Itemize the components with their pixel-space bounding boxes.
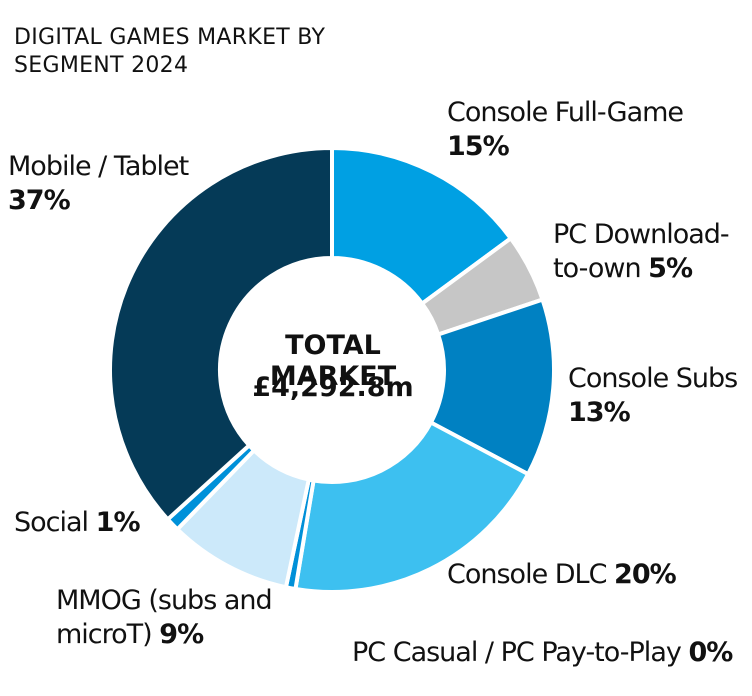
- label-console-full-game-name: Console Full-Game: [447, 97, 684, 128]
- slice-console-full-game: [330, 145, 514, 307]
- label-pc-casual-name: PC Casual / PC Pay-to-Play: [352, 637, 682, 668]
- slice-mobile-tablet: [108, 145, 334, 523]
- label-pc-casual: PC Casual / PC Pay-to-Play 0%: [352, 636, 733, 670]
- label-mmog-name-1: MMOG (subs and: [56, 585, 273, 616]
- center-total-label: TOTAL MARKET: [269, 330, 397, 392]
- label-console-subs-name: Console Subs: [568, 363, 738, 394]
- label-social-name: Social: [14, 507, 89, 538]
- label-mmog-value: 9%: [159, 619, 204, 650]
- chart-title-line-1: DIGITAL GAMES MARKET BY: [14, 25, 326, 50]
- label-mmog-name-2: microT): [56, 619, 153, 650]
- label-console-subs: Console Subs 13%: [568, 362, 738, 430]
- chart-title-line-2: SEGMENT 2024: [14, 53, 189, 78]
- label-pc-download-to-own-name-1: PC Download-: [553, 219, 730, 250]
- label-mobile-tablet-name: Mobile / Tablet: [8, 151, 189, 182]
- slice-console-dlc: [293, 419, 531, 594]
- chart-title: DIGITAL GAMES MARKET BY SEGMENT 2024: [14, 24, 394, 80]
- label-mobile-tablet: Mobile / Tablet 37%: [8, 150, 189, 218]
- label-social-value: 1%: [95, 507, 141, 538]
- label-pc-download-to-own: PC Download- to-own 5%: [553, 218, 730, 286]
- label-mmog: MMOG (subs and microT) 9%: [56, 584, 273, 652]
- label-pc-download-to-own-value: 5%: [648, 253, 693, 284]
- label-mobile-tablet-value: 37%: [8, 185, 71, 216]
- label-console-dlc-name: Console DLC: [447, 559, 607, 590]
- label-pc-casual-value: 0%: [688, 637, 733, 668]
- label-console-dlc: Console DLC 20%: [447, 558, 677, 592]
- center-total-value: £4,292.8m: [252, 372, 414, 403]
- label-console-full-game: Console Full-Game 15%: [447, 96, 684, 164]
- label-console-full-game-value: 15%: [447, 131, 510, 162]
- label-social: Social 1%: [14, 506, 140, 540]
- label-pc-download-to-own-name-2: to-own: [553, 253, 642, 284]
- label-console-subs-value: 13%: [568, 397, 631, 428]
- label-console-dlc-value: 20%: [614, 559, 677, 590]
